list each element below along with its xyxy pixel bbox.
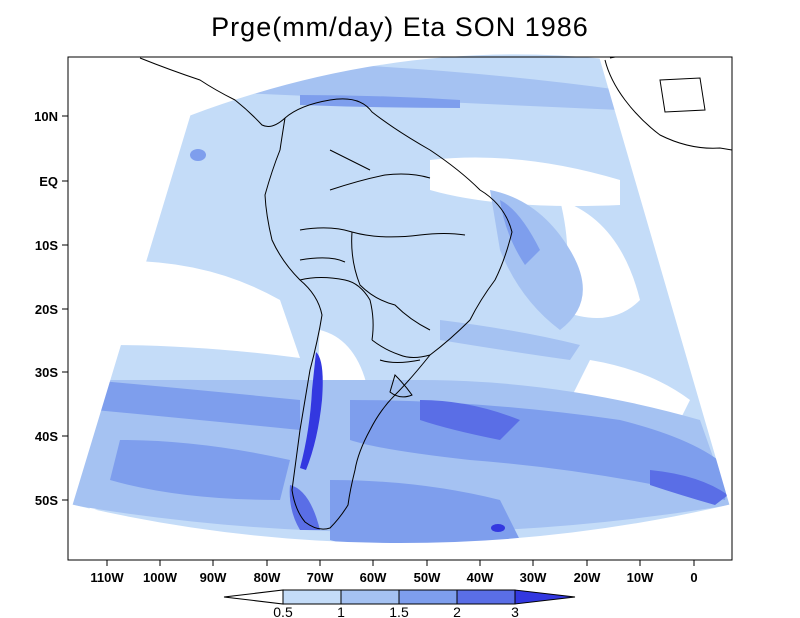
lon-label-110w: 110W: [90, 570, 124, 585]
lon-label-40w: 40W: [467, 570, 494, 585]
model-domain-outline: [71, 53, 731, 544]
colorbar-label-2: 1.5: [389, 604, 409, 618]
lat-label-eq: EQ: [39, 174, 58, 189]
colorbar-swatch-4: [456, 589, 516, 605]
lat-label-20s: 20S: [35, 302, 58, 317]
lat-label-10s: 10S: [35, 238, 58, 253]
colorbar-swatch-0: [223, 589, 284, 605]
colorbar-label-0: 0.5: [273, 604, 293, 618]
colorbar-label-1: 1: [337, 604, 345, 618]
lon-label-60w: 60W: [360, 570, 387, 585]
colorbar-swatch-5: [514, 589, 576, 605]
map-title: Prge(mm/day) Eta SON 1986: [211, 12, 589, 42]
colorbar-swatch-3: [398, 589, 458, 605]
lon-label-0: 0: [690, 570, 697, 585]
lon-label-70w: 70W: [307, 570, 334, 585]
coastlines: [139, 57, 732, 530]
colorbar: [223, 589, 576, 605]
lon-label-20w: 20W: [574, 570, 601, 585]
lon-label-30w: 30W: [520, 570, 547, 585]
lat-label-40s: 40S: [35, 429, 58, 444]
lon-label-50w: 50W: [414, 570, 441, 585]
colorbar-swatch-2: [340, 589, 400, 605]
lon-label-100w: 100W: [143, 570, 178, 585]
lon-label-10w: 10W: [627, 570, 654, 585]
lat-label-50s: 50S: [35, 493, 58, 508]
lon-label-90w: 90W: [200, 570, 227, 585]
colorbar-label-4: 3: [511, 604, 519, 618]
colorbar-swatch-1: [282, 589, 342, 605]
lat-label-30s: 30S: [35, 365, 58, 380]
colorbar-label-3: 2: [453, 604, 461, 618]
lon-label-80w: 80W: [254, 570, 281, 585]
lat-label-10n: 10N: [34, 109, 58, 124]
